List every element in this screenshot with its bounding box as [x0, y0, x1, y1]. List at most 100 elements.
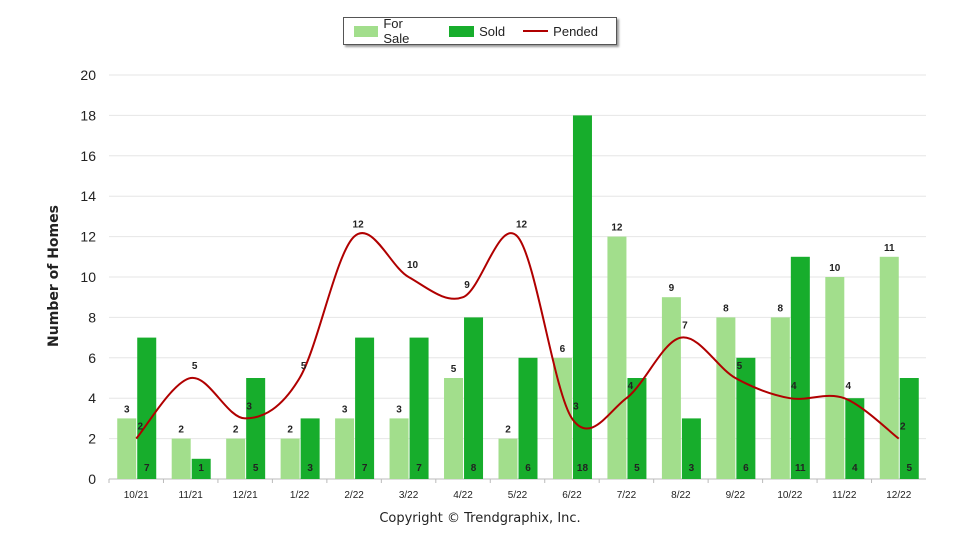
- y-tick-label: 16: [80, 148, 96, 164]
- copyright-text: Copyright © Trendgraphix, Inc.: [379, 511, 581, 526]
- x-tick-label: 10/22: [777, 490, 802, 501]
- data-label-for-sale: 2: [505, 425, 511, 436]
- data-label-pended: 12: [353, 220, 365, 231]
- y-tick-label: 4: [88, 390, 96, 406]
- x-tick-label: 11/22: [832, 490, 857, 501]
- data-label-sold: 6: [525, 463, 531, 474]
- y-tick-label: 0: [88, 471, 96, 487]
- data-label-for-sale: 2: [233, 425, 239, 436]
- legend-item-pended: Pended: [523, 24, 598, 39]
- bar-for-sale: [498, 438, 518, 479]
- bar-sold: [137, 337, 157, 479]
- data-label-pended: 3: [246, 401, 252, 412]
- x-tick-label: 11/21: [179, 490, 204, 501]
- bar-sold: [300, 418, 320, 479]
- x-tick-label: 3/22: [399, 490, 419, 501]
- line-pended: [135, 232, 900, 440]
- x-tick-label: 6/22: [562, 490, 582, 501]
- data-label-sold: 7: [144, 463, 150, 474]
- bar-for-sale: [280, 438, 300, 479]
- bar-for-sale: [716, 317, 736, 479]
- legend-swatch-pended: [523, 30, 549, 32]
- y-tick-label: 14: [80, 188, 96, 204]
- legend-label-sold: Sold: [479, 23, 506, 39]
- x-tick-label: 5/22: [508, 490, 528, 501]
- data-label-sold: 5: [634, 463, 640, 474]
- data-label-pended: 3: [573, 401, 579, 412]
- legend-label-for-sale: For Sale: [383, 16, 410, 46]
- legend-swatch-sold: [449, 25, 475, 37]
- data-label-for-sale: 3: [342, 404, 348, 415]
- bar-sold: [627, 378, 647, 479]
- y-tick-label: 12: [80, 229, 96, 245]
- data-label-sold: 6: [743, 463, 749, 474]
- y-tick-label: 10: [80, 269, 96, 285]
- data-label-pended: 2: [900, 422, 906, 433]
- data-label-for-sale: 8: [723, 303, 729, 314]
- bar-for-sale: [770, 317, 790, 479]
- x-tick-label: 10/21: [124, 490, 149, 501]
- x-tick-label: 2/22: [344, 490, 364, 501]
- x-tick-label: 9/22: [726, 490, 746, 501]
- bar-for-sale: [389, 418, 409, 479]
- x-tick-label: 4/22: [453, 490, 473, 501]
- data-label-for-sale: 5: [451, 364, 457, 375]
- data-label-pended: 2: [137, 422, 143, 433]
- data-label-pended: 5: [301, 361, 307, 372]
- data-label-pended: 4: [846, 381, 852, 392]
- y-tick-label: 18: [80, 107, 96, 123]
- bar-sold: [681, 418, 701, 479]
- legend: For Sale Sold Pended: [343, 16, 617, 46]
- data-label-sold: 11: [795, 463, 806, 474]
- x-tick-label: 1/22: [290, 490, 310, 501]
- data-label-for-sale: 12: [611, 223, 623, 234]
- bar-for-sale: [825, 277, 845, 479]
- bar-for-sale: [226, 438, 246, 479]
- bar-sold: [736, 357, 756, 479]
- data-label-sold: 18: [577, 463, 589, 474]
- data-label-sold: 1: [198, 463, 204, 474]
- data-label-for-sale: 10: [829, 263, 841, 274]
- bar-for-sale: [444, 378, 464, 479]
- bar-sold: [845, 398, 865, 479]
- y-tick-label: 6: [88, 350, 96, 366]
- legend-item-sold: Sold: [449, 24, 505, 39]
- data-label-for-sale: 11: [884, 243, 895, 254]
- bar-sold: [355, 337, 375, 479]
- x-tick-label: 12/21: [233, 490, 258, 501]
- data-label-sold: 8: [471, 463, 477, 474]
- bar-sold: [899, 378, 919, 479]
- bar-for-sale: [552, 357, 572, 479]
- bar-for-sale: [117, 418, 137, 479]
- y-tick-label: 2: [88, 431, 96, 447]
- x-tick-label: 12/22: [886, 490, 911, 501]
- bar-for-sale: [607, 236, 627, 479]
- data-label-pended: 5: [737, 361, 743, 372]
- data-label-for-sale: 3: [124, 404, 130, 415]
- y-axis-label: Number of Homes: [46, 205, 62, 347]
- data-label-pended: 7: [682, 321, 688, 332]
- bar-sold: [246, 378, 266, 479]
- legend-label-pended: Pended: [553, 23, 598, 39]
- bar-for-sale: [661, 297, 681, 479]
- legend-swatch-for-sale: [354, 25, 379, 37]
- data-label-for-sale: 6: [560, 344, 566, 355]
- bar-sold: [409, 337, 429, 479]
- bar-for-sale: [171, 438, 191, 479]
- y-tick-label: 8: [88, 309, 96, 325]
- x-tick-label: 7/22: [617, 490, 637, 501]
- bar-sold: [790, 256, 810, 479]
- x-tick-label: 8/22: [671, 490, 691, 501]
- data-label-pended: 4: [628, 381, 634, 392]
- bar-for-sale: [879, 256, 899, 479]
- data-label-pended: 5: [192, 361, 198, 372]
- data-label-sold: 7: [362, 463, 368, 474]
- bar-sold: [464, 317, 484, 479]
- data-label-sold: 3: [689, 463, 695, 474]
- bar-sold: [518, 357, 538, 479]
- data-label-for-sale: 9: [669, 283, 675, 294]
- data-label-pended: 12: [516, 220, 528, 231]
- data-label-sold: 7: [416, 463, 422, 474]
